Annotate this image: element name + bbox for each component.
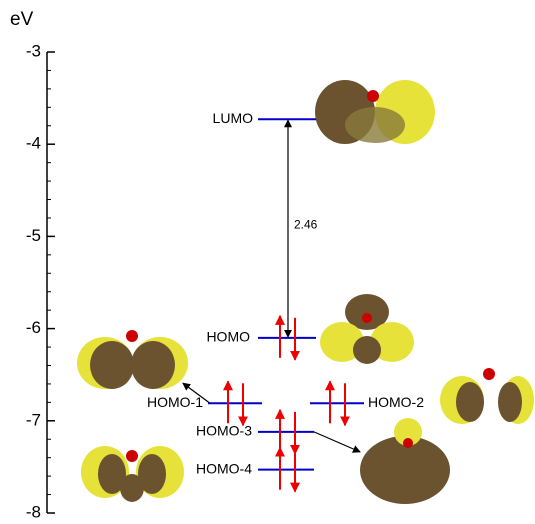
level-label: HOMO-1	[147, 394, 203, 410]
orbital-lumo	[315, 80, 435, 144]
y-tick-label: -3	[26, 41, 41, 60]
level-label: HOMO-3	[196, 423, 252, 439]
gap-label: 2.46	[294, 218, 318, 232]
orbital-homo	[320, 294, 414, 364]
orbital-homo-2	[440, 368, 534, 424]
orbital-homo-4	[81, 446, 184, 502]
level-label: HOMO-4	[196, 460, 252, 476]
level-label: HOMO-2	[368, 394, 424, 410]
y-tick-label: -8	[26, 502, 41, 521]
pointer	[314, 432, 360, 452]
y-tick-label: -4	[26, 134, 41, 153]
orbital-homo-3	[360, 418, 450, 504]
y-tick-label: -6	[26, 318, 41, 337]
y-axis-label: eV	[10, 9, 34, 30]
level-label: LUMO	[213, 110, 254, 126]
orbital-homo-1	[77, 330, 188, 389]
y-tick-label: -5	[26, 226, 41, 245]
level-label: HOMO	[206, 329, 250, 345]
chart: eV -3-4-5-6-7-8LUM	[0, 0, 535, 524]
y-tick-label: -7	[26, 410, 41, 429]
